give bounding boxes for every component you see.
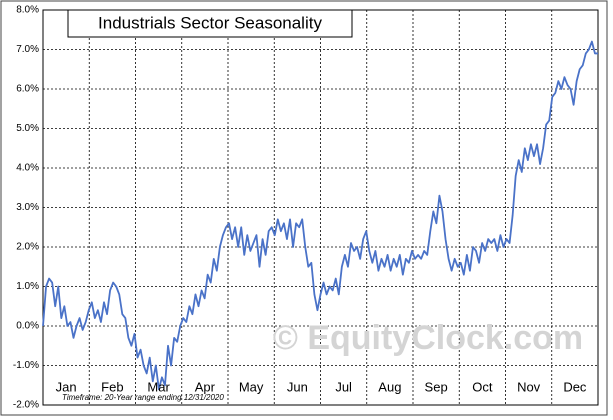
month-label: Apr xyxy=(195,379,216,394)
footnote: Timeframe: 20-Year range ending 12/31/20… xyxy=(62,393,224,402)
y-tick-label: 0.0% xyxy=(16,321,39,332)
watermark: © EquityClock.com xyxy=(273,319,583,357)
month-label: May xyxy=(239,379,264,394)
y-tick-label: 7.0% xyxy=(16,44,39,55)
month-label: Jan xyxy=(56,379,77,394)
y-tick-label: 1.0% xyxy=(16,281,39,292)
y-tick-label: 3.0% xyxy=(16,202,39,213)
month-label: Feb xyxy=(101,379,123,394)
y-tick-label: 4.0% xyxy=(16,163,39,174)
grid xyxy=(43,9,598,406)
marks xyxy=(42,40,598,391)
month-label: Dec xyxy=(563,379,587,394)
month-label: Jun xyxy=(287,379,308,394)
month-label: Aug xyxy=(378,379,401,394)
month-label: Oct xyxy=(472,379,493,394)
y-tick-label: 8.0% xyxy=(16,5,39,16)
y-tick-label: 6.0% xyxy=(16,84,39,95)
chart-title: Industrials Sector Seasonality xyxy=(98,13,322,32)
month-label: Mar xyxy=(147,379,170,394)
month-label: Nov xyxy=(517,379,541,394)
y-tick-label: 5.0% xyxy=(16,123,39,134)
y-tick-label: 2.0% xyxy=(16,242,39,253)
series-line xyxy=(42,40,598,391)
title-box xyxy=(67,9,353,38)
month-label: Sep xyxy=(425,379,448,394)
month-label: Jul xyxy=(335,379,352,394)
y-tick-label: -2.0% xyxy=(13,400,39,411)
y-tick-label: -1.0% xyxy=(13,360,39,371)
